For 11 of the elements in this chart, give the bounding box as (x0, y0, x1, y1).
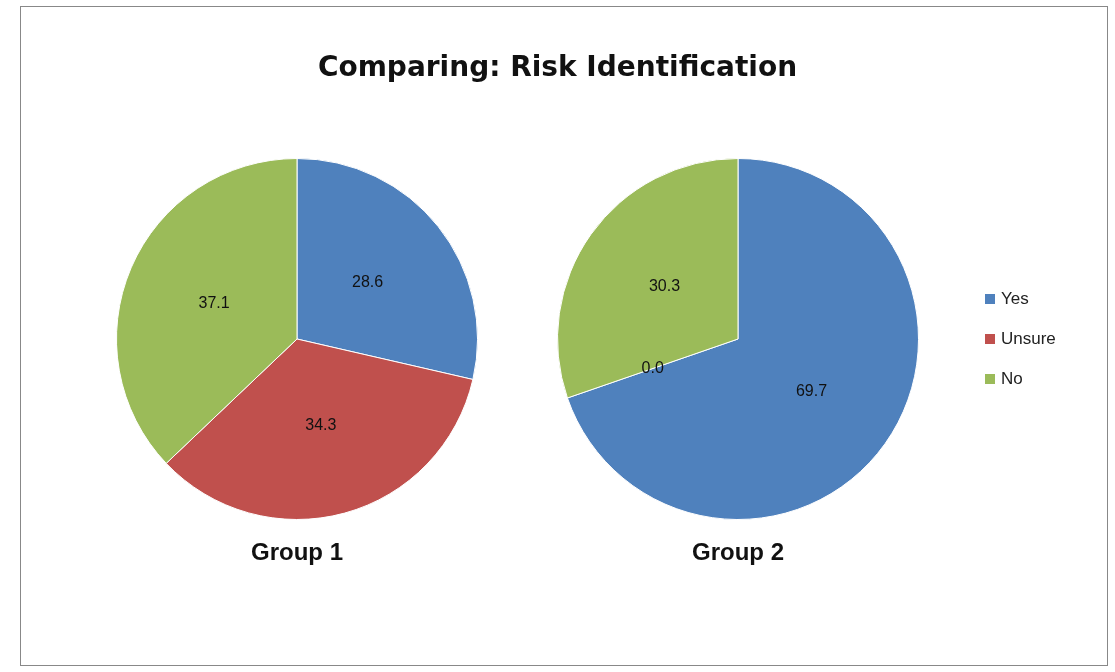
text: Comparing: Risk Identification (316, 50, 799, 83)
text: Group 2 (691, 538, 785, 566)
data-label: 37.1 (198, 293, 230, 311)
data-label: 30.3 (648, 277, 681, 295)
legend-label: Unsure (1000, 329, 1056, 350)
data-label: 69.7 (795, 381, 828, 399)
legend-label: No (1000, 369, 1024, 390)
data-label: 28.6 (352, 273, 384, 291)
data-label: 34.3 (305, 416, 337, 434)
text: Group 1 (250, 538, 344, 566)
legend-label: Yes (1000, 289, 1030, 310)
